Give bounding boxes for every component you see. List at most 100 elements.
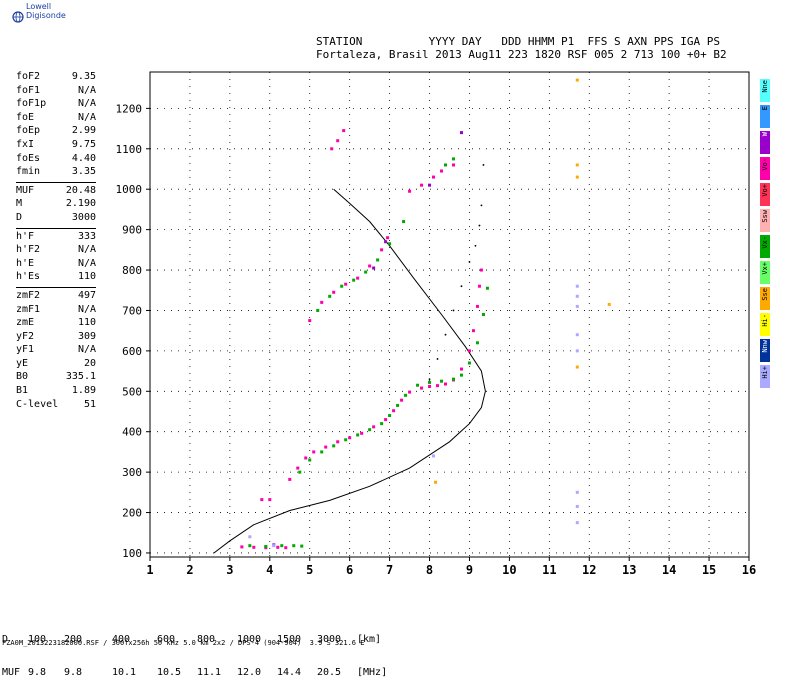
parameter-row: yE 20 (16, 358, 96, 372)
parameter-value: N/A (77, 84, 96, 96)
data-point (324, 445, 328, 449)
parameter-name: B0 (16, 371, 29, 383)
parameter-name: foE (16, 111, 35, 123)
data-point (481, 313, 485, 316)
data-point (428, 384, 432, 388)
data-point (475, 341, 479, 345)
muf-frequency-row: MUF 9.8 9.8 10.1 10.5 11.1 12.0 14.4 20.5 [MHz] (2, 667, 401, 678)
data-point (388, 414, 392, 418)
data-point (444, 163, 448, 167)
y-tick-label: 600 (122, 345, 142, 358)
muf-cell: 1000 (237, 634, 262, 645)
legend-label: Vx+ (761, 262, 769, 275)
data-point (408, 189, 412, 193)
data-point (402, 220, 406, 224)
data-point (459, 131, 463, 135)
parameter-separator (16, 286, 96, 288)
legend-label: Nnw (761, 340, 769, 353)
muf-cell: 9.8 (28, 667, 47, 678)
data-point (420, 386, 424, 390)
legend-label: Nne (761, 80, 769, 93)
legend-label: E (761, 106, 769, 111)
data-point (575, 304, 579, 308)
data-point (436, 384, 440, 388)
data-point (372, 425, 376, 429)
data-point (308, 458, 312, 462)
legend-item: Sse (760, 287, 770, 310)
x-tick-label: 3 (226, 563, 233, 577)
parameter-row: yF1 N/A (16, 344, 96, 358)
data-point (440, 169, 444, 173)
parameter-value: 110 (77, 317, 96, 329)
parameter-value: 335.1 (65, 371, 96, 383)
data-point (416, 383, 420, 387)
parameter-row: foE N/A (16, 112, 96, 126)
parameter-name: yF1 (16, 344, 35, 356)
data-point (575, 521, 579, 525)
data-point (434, 480, 438, 484)
data-point (364, 270, 368, 274)
legend-item: Hi+ (760, 365, 770, 388)
parameter-value: 2.190 (65, 198, 96, 210)
trace-dot (474, 244, 477, 247)
data-point (328, 294, 332, 298)
data-point (477, 284, 481, 288)
parameter-name: yF2 (16, 330, 35, 342)
parameter-row: h'Es 110 (16, 271, 96, 285)
parameter-row: h'E N/A (16, 258, 96, 272)
parameter-name: zmF2 (16, 289, 41, 301)
parameter-row: fmin 3.35 (16, 166, 96, 180)
ionogram-plot: 1 2 3 4 5 6 7 8 9 10 11 12 13 14 15 1610020030040050060… (116, 71, 756, 577)
y-tick-label: 400 (122, 426, 142, 439)
data-point (356, 276, 360, 280)
parameter-value: 110 (77, 271, 96, 283)
y-tick-label: 700 (122, 304, 142, 317)
data-point (432, 175, 436, 179)
parameter-value: 3000 (71, 211, 96, 223)
trace-dot (478, 224, 481, 227)
data-point (451, 163, 455, 167)
parameter-value: 20 (83, 357, 96, 369)
parameter-name: foF2 (16, 71, 41, 82)
data-point (384, 240, 388, 244)
parameter-value: 9.35 (71, 71, 96, 82)
parameter-name: fmin (16, 166, 41, 178)
y-tick-label: 100 (122, 547, 142, 560)
data-point (252, 545, 256, 549)
muf-row-label: D (2, 634, 9, 645)
legend-item: E (760, 105, 770, 128)
data-point (467, 361, 471, 365)
y-tick-label: 800 (122, 264, 142, 277)
data-point (459, 373, 463, 377)
parameter-name: h'Es (16, 271, 41, 283)
muf-unit: [km] (357, 634, 382, 645)
parameter-table: foF2 9.35 foF1 N/A foF1p N/A foE N/A foEp 2.99 fxI… (16, 71, 96, 412)
plot-frame (149, 71, 750, 558)
data-point (607, 302, 611, 306)
parameter-separator (16, 227, 96, 229)
trace-dot (460, 285, 463, 288)
muf-cell: 400 (112, 634, 131, 645)
data-point (384, 418, 388, 422)
parameter-name: fxI (16, 138, 35, 150)
x-tick-label: 14 (662, 563, 676, 577)
muf-table: D 100 200 400 600 800 1000 1500 3000 [km] MUF 9.8 9… (2, 612, 401, 689)
parameter-separator (16, 181, 96, 183)
data-point (240, 545, 244, 549)
muf-cell: 100 (28, 634, 47, 645)
data-point (308, 319, 312, 323)
parameter-row: C-level 51 (16, 399, 96, 413)
parameter-value: 3.35 (71, 166, 96, 178)
parameter-name: foEp (16, 125, 41, 137)
data-point (260, 498, 264, 502)
data-point (298, 470, 302, 474)
data-point (575, 333, 579, 337)
data-point (420, 183, 424, 187)
data-point (368, 264, 372, 268)
data-point (388, 242, 392, 246)
data-point (344, 438, 348, 442)
x-tick-label: 16 (742, 563, 756, 577)
data-point (575, 163, 579, 167)
parameter-name: M (16, 198, 23, 210)
y-tick-label: 300 (122, 466, 142, 479)
